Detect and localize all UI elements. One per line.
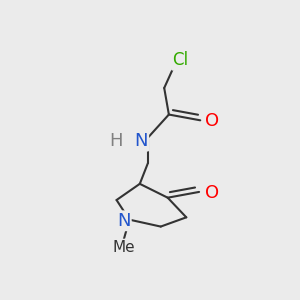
Text: O: O bbox=[205, 112, 219, 130]
Text: N: N bbox=[134, 132, 148, 150]
Text: O: O bbox=[205, 184, 219, 202]
Text: Me: Me bbox=[112, 240, 135, 255]
Text: N: N bbox=[117, 212, 130, 230]
Text: H: H bbox=[109, 132, 122, 150]
Text: Cl: Cl bbox=[172, 51, 189, 69]
